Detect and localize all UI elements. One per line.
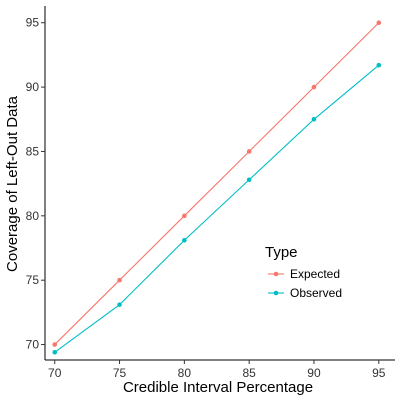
legend-key-point [273,290,279,296]
data-point-observed [117,302,122,307]
legend-item-observed: Observed [268,286,342,300]
series-observed [52,62,382,355]
data-point-expected [311,84,317,90]
data-point-expected [376,20,382,26]
y-axis-title: Coverage of Left-Out Data [4,95,21,272]
legend-label: Expected [290,267,340,281]
y-tick-label: 70 [26,338,40,352]
y-tick-label: 85 [26,144,40,158]
legend-label: Observed [290,286,342,300]
x-tick-label: 85 [242,366,256,380]
data-point-observed [311,116,317,122]
x-tick-label: 70 [48,366,62,380]
y-axis-ticks: 70 75 80 85 90 95 [26,16,45,352]
legend-item-expected: Expected [268,267,340,281]
x-axis-ticks: 70 75 80 85 90 95 [48,360,386,380]
y-tick-label: 80 [26,209,40,223]
series-line-observed [54,64,380,353]
data-point-expected [117,277,122,283]
legend-items: Expected Observed [268,267,342,300]
series-expected [52,20,382,347]
plot-area [52,20,382,355]
data-point-expected [52,342,58,347]
y-tick-label: 75 [26,273,40,287]
data-point-observed [376,62,382,68]
x-tick-label: 80 [178,366,192,380]
legend-title: Type [265,244,298,261]
x-tick-label: 75 [113,366,127,380]
data-point-observed [246,177,252,183]
x-tick-label: 95 [372,366,386,380]
data-point-observed [182,237,187,243]
x-tick-label: 90 [307,366,321,380]
legend-key-point [273,271,279,277]
series-line-expected [54,22,380,345]
data-point-expected [182,213,187,219]
data-point-observed [52,349,58,355]
y-tick-label: 95 [26,16,40,30]
series-layer [52,20,382,355]
x-axis-title: Credible Interval Percentage [123,379,313,396]
legend: Type Expected Observed [265,244,342,300]
y-tick-label: 90 [26,80,40,94]
data-point-expected [246,149,252,154]
